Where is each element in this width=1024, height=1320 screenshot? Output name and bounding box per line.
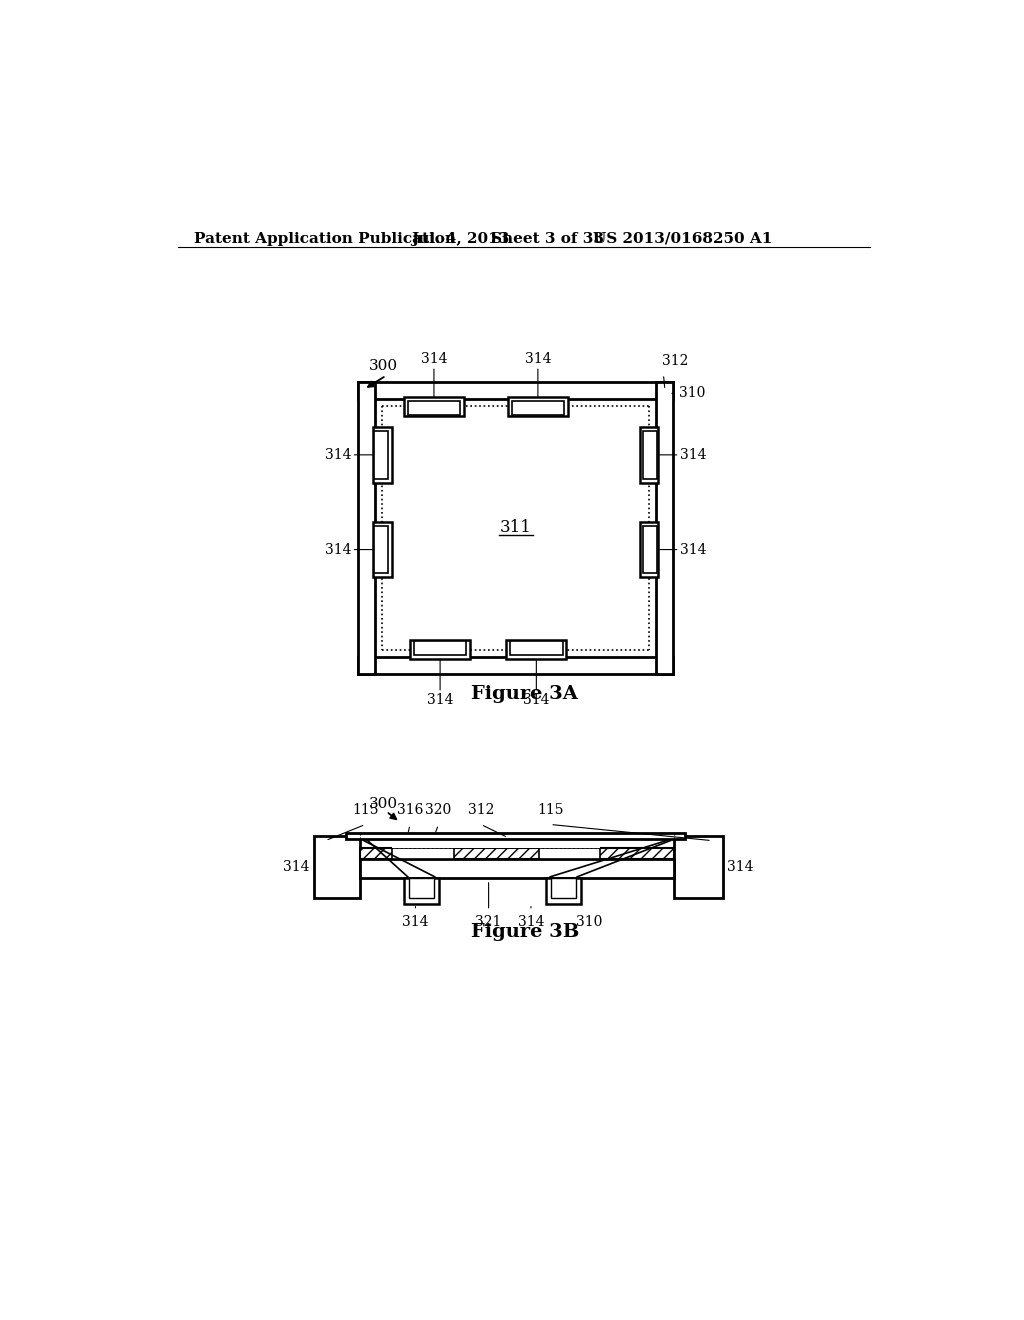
Text: 321: 321 <box>475 915 502 928</box>
Bar <box>392 849 454 859</box>
Text: 314: 314 <box>680 543 707 557</box>
Bar <box>410 640 470 659</box>
Bar <box>392 841 600 849</box>
Text: 314: 314 <box>524 352 551 367</box>
Text: 314: 314 <box>727 859 754 874</box>
Bar <box>547 878 581 904</box>
Text: 115: 115 <box>537 803 563 817</box>
Bar <box>674 836 724 898</box>
Bar <box>539 849 600 859</box>
Bar <box>360 849 674 859</box>
Text: 314: 314 <box>325 447 351 462</box>
Bar <box>374 525 388 573</box>
Text: 300: 300 <box>370 359 398 372</box>
Text: Figure 3B: Figure 3B <box>471 923 579 941</box>
Bar <box>357 657 674 675</box>
Bar <box>656 381 674 675</box>
Text: 316: 316 <box>397 803 423 817</box>
Text: 314: 314 <box>421 352 447 367</box>
Bar <box>640 521 658 577</box>
Bar <box>373 521 391 577</box>
Text: 311: 311 <box>500 520 531 536</box>
Bar <box>643 430 657 479</box>
Bar <box>357 381 674 399</box>
Text: 314: 314 <box>680 447 707 462</box>
Text: Patent Application Publication: Patent Application Publication <box>194 231 456 246</box>
Bar <box>373 428 391 483</box>
Bar <box>510 642 562 655</box>
Bar <box>414 642 466 655</box>
Bar <box>408 401 460 414</box>
Bar <box>640 428 658 483</box>
Bar <box>360 859 674 878</box>
Text: 312: 312 <box>662 354 688 368</box>
Bar <box>643 525 657 573</box>
Text: 314: 314 <box>325 543 351 557</box>
Bar <box>512 401 564 414</box>
Bar <box>357 381 375 675</box>
Bar <box>508 397 568 416</box>
Text: Jul. 4, 2013: Jul. 4, 2013 <box>412 231 510 246</box>
Text: 314: 314 <box>518 915 544 928</box>
Bar <box>313 836 360 898</box>
Bar <box>403 878 438 904</box>
Bar <box>403 397 464 416</box>
Bar <box>409 878 434 898</box>
Text: Figure 3A: Figure 3A <box>471 685 579 702</box>
Text: 314: 314 <box>402 915 429 928</box>
Text: 310: 310 <box>575 915 602 928</box>
Text: 300: 300 <box>370 797 398 812</box>
Text: 320: 320 <box>425 803 452 817</box>
Bar <box>551 878 577 898</box>
Text: 314: 314 <box>523 693 550 706</box>
Bar <box>374 430 388 479</box>
Text: Sheet 3 of 33: Sheet 3 of 33 <box>490 231 604 246</box>
Text: 310: 310 <box>679 387 706 400</box>
Text: 115: 115 <box>352 803 379 817</box>
Text: 314: 314 <box>284 859 310 874</box>
Bar <box>346 833 685 840</box>
Text: 312: 312 <box>468 803 495 817</box>
Bar <box>506 640 566 659</box>
Text: US 2013/0168250 A1: US 2013/0168250 A1 <box>593 231 772 246</box>
Text: 314: 314 <box>427 693 454 706</box>
